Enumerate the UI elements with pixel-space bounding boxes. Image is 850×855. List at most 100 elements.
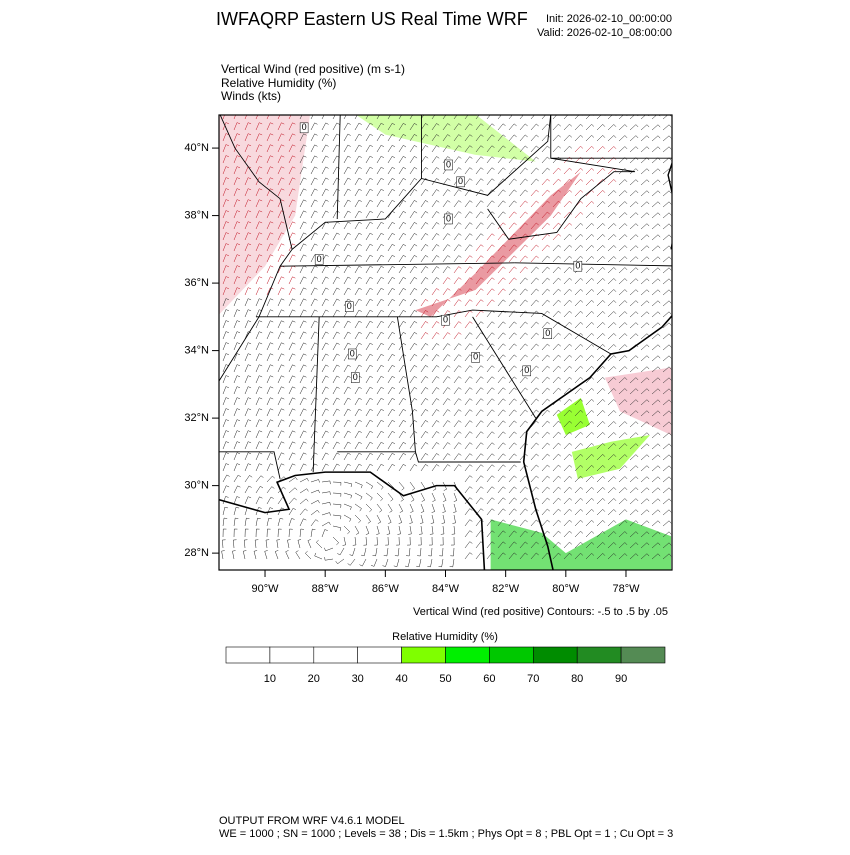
wind-barb — [475, 552, 484, 560]
wind-barb — [233, 115, 236, 120]
wind-barb — [321, 512, 331, 516]
x-tick-label: 86°W — [372, 583, 400, 595]
wind-barb — [266, 155, 274, 164]
wind-barb — [288, 298, 296, 307]
wind-barb — [574, 387, 584, 395]
wind-barb — [475, 453, 484, 461]
wind-barb — [354, 386, 362, 395]
wind-barb — [640, 278, 650, 285]
wind-barb — [453, 123, 462, 131]
wind-barb — [222, 397, 230, 406]
wind-barb — [277, 177, 285, 186]
wind-barb — [607, 311, 617, 318]
wind-barb — [409, 492, 415, 502]
wind-barb — [288, 463, 296, 472]
wind-barb — [321, 298, 329, 307]
wind-barb — [607, 388, 617, 395]
wind-barb — [453, 365, 462, 373]
wind-barb — [552, 343, 561, 351]
wind-barb — [475, 486, 484, 494]
wind-barb — [508, 387, 517, 395]
wind-barb — [607, 454, 617, 461]
wind-barb — [607, 553, 617, 560]
wind-barb — [398, 177, 407, 186]
wind-barb — [321, 521, 331, 527]
wind-barb — [629, 509, 639, 516]
wind-barb — [233, 177, 241, 186]
wind-barb — [453, 167, 462, 175]
wind-barb — [277, 353, 285, 362]
wind-barb — [508, 299, 517, 307]
wind-barb — [398, 309, 407, 318]
wind-barb — [574, 310, 584, 318]
wind-barb — [629, 289, 639, 296]
wind-barb — [431, 115, 436, 120]
wind-barb — [321, 331, 329, 340]
wind-barb — [244, 254, 252, 263]
wind-barb — [398, 386, 407, 395]
wind-barb — [662, 300, 672, 307]
wind-barb — [398, 342, 407, 351]
wind-barb — [585, 299, 595, 307]
wind-barb — [321, 265, 329, 274]
wind-barb — [428, 547, 433, 557]
wind-barb — [310, 499, 320, 505]
wind-barb — [387, 243, 396, 252]
wind-barb — [453, 409, 462, 417]
wind-barb — [475, 299, 484, 307]
wind-barb — [266, 309, 274, 318]
wind-barb — [563, 200, 572, 208]
wind-barb — [629, 498, 639, 505]
wind-barb — [354, 309, 362, 318]
wind-barb — [365, 133, 373, 142]
wind-barb — [255, 397, 263, 406]
wind-barb — [299, 177, 307, 186]
wind-barb — [607, 245, 617, 252]
wind-barb — [640, 179, 650, 186]
wind-barb — [376, 364, 385, 373]
wind-barb — [607, 399, 617, 406]
wind-barb — [266, 232, 274, 241]
wind-barb — [585, 398, 595, 406]
wind-barb — [563, 387, 572, 395]
wind-barb — [497, 409, 506, 417]
wind-barb — [607, 410, 617, 417]
wind-barb — [618, 234, 628, 241]
wind-barb — [243, 539, 248, 549]
wind-barb — [222, 517, 228, 527]
wind-barb — [464, 211, 473, 219]
wind-barb — [519, 233, 528, 241]
wind-barb — [574, 244, 584, 252]
wind-barb — [222, 474, 230, 483]
wind-barb — [299, 364, 307, 373]
contour-label: 0 — [347, 301, 352, 311]
wind-barb — [607, 476, 617, 483]
wind-barb — [530, 475, 539, 483]
wind-barb — [662, 509, 672, 516]
wind-barb — [453, 492, 458, 502]
wind-barb — [563, 222, 572, 230]
wind-barb — [486, 255, 495, 263]
wind-barb — [574, 497, 584, 505]
wind-barb — [596, 278, 606, 285]
wind-barb — [530, 115, 539, 120]
wind-barb — [288, 397, 296, 406]
wind-barb — [662, 256, 672, 263]
wind-barb — [244, 408, 252, 417]
wind-barb — [464, 167, 473, 175]
wind-barb — [607, 366, 617, 373]
wind-barb — [222, 122, 230, 131]
wind-barb — [453, 310, 462, 318]
wind-barb — [233, 506, 240, 516]
wind-barb — [394, 547, 400, 557]
wind-barb — [640, 542, 650, 549]
wind-barb — [640, 234, 650, 241]
wind-barb — [409, 210, 418, 219]
wind-barb — [607, 179, 617, 186]
wind-barb — [343, 441, 351, 450]
wind-barb — [450, 547, 455, 557]
wind-barb — [365, 364, 373, 373]
wind-barb — [475, 211, 484, 219]
wind-barb — [265, 539, 270, 549]
wind-barb — [266, 452, 274, 461]
